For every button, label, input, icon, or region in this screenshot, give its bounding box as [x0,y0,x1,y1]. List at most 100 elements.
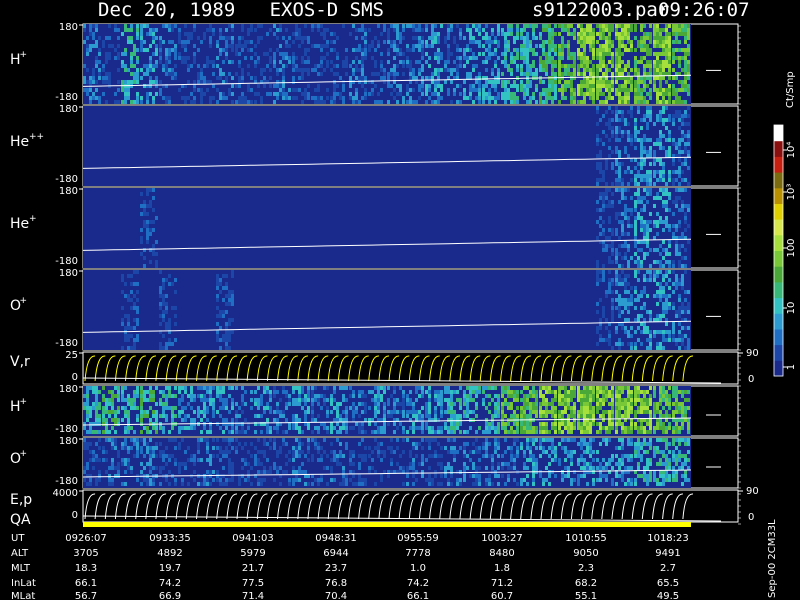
heatmap-cell [586,40,589,44]
panel-charge-label: + [20,50,28,60]
heatmap-cell [649,64,652,68]
heatmap-cell [127,40,130,44]
heatmap-cell [133,342,136,346]
heatmap-cell [238,482,241,486]
heatmap-cell [124,92,127,96]
heatmap-cell [396,44,399,48]
heatmap-cell [646,200,649,204]
heatmap-cell [678,334,681,338]
heatmap-cell [659,260,662,264]
heatmap-cell [434,100,437,104]
heatmap-cell [292,76,295,80]
heatmap-cell [425,422,428,426]
heatmap-cell [146,228,149,232]
heatmap-cell [678,338,681,342]
heatmap-cell [653,174,656,178]
heatmap-cell [504,48,507,52]
heatmap-cell [605,236,608,240]
panel-6: H+180-180 [10,384,739,437]
heatmap-cell [608,278,611,282]
heatmap-cell [608,418,611,422]
heatmap-cell [615,106,618,110]
heatmap-cell [637,106,640,110]
heatmap-cell [649,338,652,342]
sweep-curve [236,355,248,382]
heatmap-cell [222,398,225,402]
heatmap-cell [459,84,462,88]
heatmap-cell [238,52,241,56]
heatmap-cell [387,84,390,88]
heatmap-cell [627,398,630,402]
heatmap-cell [225,44,228,48]
heatmap-cell [659,40,662,44]
heatmap-cell [146,192,149,196]
heatmap-cell [596,282,599,286]
heatmap-cell [646,76,649,80]
heatmap-cell [494,36,497,40]
heatmap-cell [216,64,219,68]
heatmap-cell [662,398,665,402]
heatmap-cell [570,422,573,426]
heatmap-cell [668,386,671,390]
heatmap-cell [184,418,187,422]
heatmap-cell [615,274,618,278]
heatmap-cell [149,228,152,232]
heatmap-cell [681,282,684,286]
heatmap-cell [228,88,231,92]
heatmap-cell [209,398,212,402]
heatmap-cell [643,390,646,394]
heatmap-cell [146,426,149,430]
heatmap-cell [608,118,611,122]
heatmap-cell [266,52,269,56]
heatmap-cell [624,32,627,36]
heatmap-cell [599,36,602,40]
heatmap-cell [257,470,260,474]
heatmap-cell [374,398,377,402]
heatmap-cell [646,236,649,240]
heatmap-cell [393,64,396,68]
heatmap-cell [611,398,614,402]
heatmap-cell [304,96,307,100]
heatmap-cell [463,96,466,100]
sweep-curve [337,355,349,382]
heatmap-cell [276,36,279,40]
heatmap-cell [121,290,124,294]
heatmap-cell [583,426,586,430]
heatmap-cell [146,430,149,434]
heatmap-cell [662,394,665,398]
heatmap-cell [114,430,117,434]
heatmap-cell [463,394,466,398]
heatmap-cell [684,52,687,56]
heatmap-cell [618,338,621,342]
heatmap-cell [241,426,244,430]
heatmap-cell [463,88,466,92]
heatmap-cell [98,458,101,462]
heatmap-cell [539,426,542,430]
heatmap-cell [656,44,659,48]
heatmap-cell [624,96,627,100]
heatmap-cell [152,446,155,450]
heatmap-cell [127,410,130,414]
heatmap-cell [687,122,690,126]
heatmap-cell [83,40,86,44]
heatmap-cell [269,446,272,450]
heatmap-cell [140,394,143,398]
heatmap-cell [222,36,225,40]
heatmap-cell [659,286,662,290]
heatmap-cell [523,386,526,390]
heatmap-cell [649,68,652,72]
heatmap-cell [241,76,244,80]
heatmap-cell [583,76,586,80]
heatmap-cell [425,402,428,406]
heatmap-cell [415,398,418,402]
heatmap-cell [475,390,478,394]
heatmap-cell [456,414,459,418]
heatmap-cell [627,306,630,310]
heatmap-cell [627,60,630,64]
heatmap-cell [577,100,580,104]
heatmap-cell [453,410,456,414]
heatmap-cell [567,72,570,76]
heatmap-cell [92,96,95,100]
heatmap-cell [349,64,352,68]
heatmap-cell [665,44,668,48]
